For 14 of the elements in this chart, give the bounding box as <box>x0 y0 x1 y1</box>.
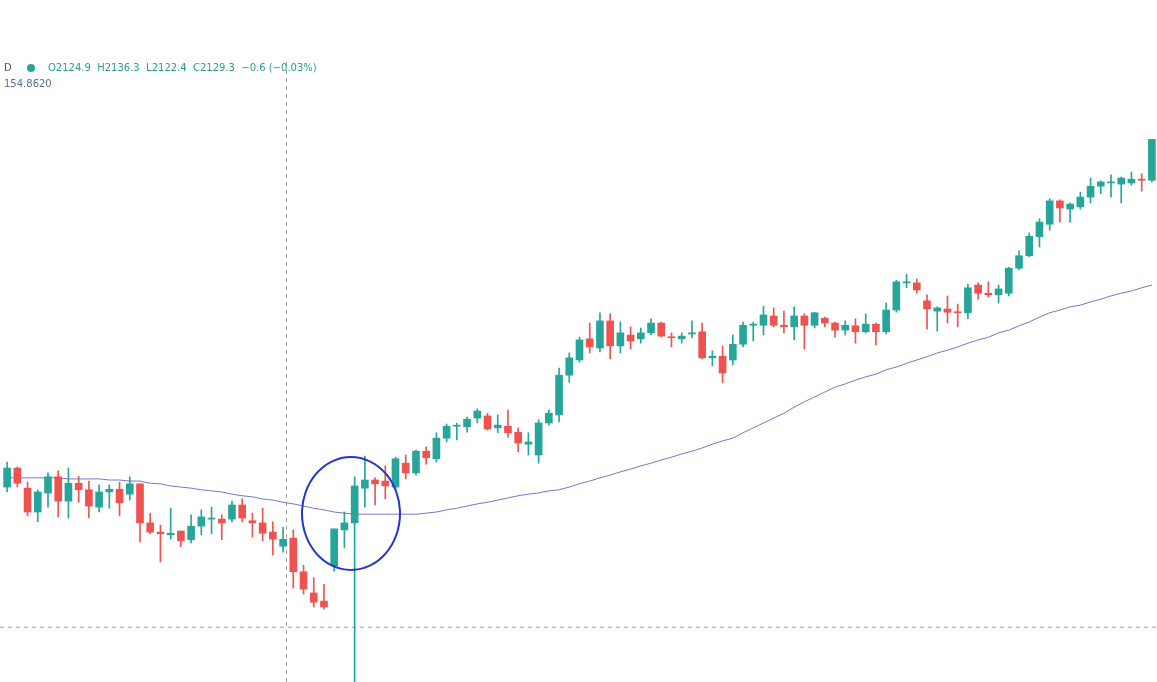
candlestick <box>269 521 277 556</box>
candlestick <box>371 477 379 506</box>
candlestick <box>320 583 328 610</box>
candlestick <box>453 422 461 441</box>
candlestick <box>749 321 758 342</box>
text: O2124.9 H2136.3 L2122.4 C2129.3 −0.6 (−0.03%) <box>48 61 317 73</box>
candlestick <box>217 514 226 541</box>
candlestick <box>953 303 962 328</box>
text: 154.8620 <box>4 77 52 89</box>
candlestick <box>493 414 502 434</box>
candlestick <box>105 484 114 509</box>
text: D <box>4 61 12 73</box>
candlestick <box>1117 176 1126 204</box>
candlestick <box>361 455 369 508</box>
